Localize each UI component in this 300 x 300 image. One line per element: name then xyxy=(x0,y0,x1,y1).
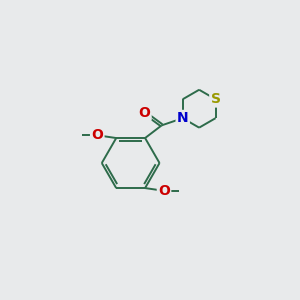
Text: O: O xyxy=(91,128,103,142)
Text: S: S xyxy=(211,92,220,106)
Text: N: N xyxy=(177,111,188,125)
Text: O: O xyxy=(158,184,170,198)
Text: O: O xyxy=(139,106,150,120)
